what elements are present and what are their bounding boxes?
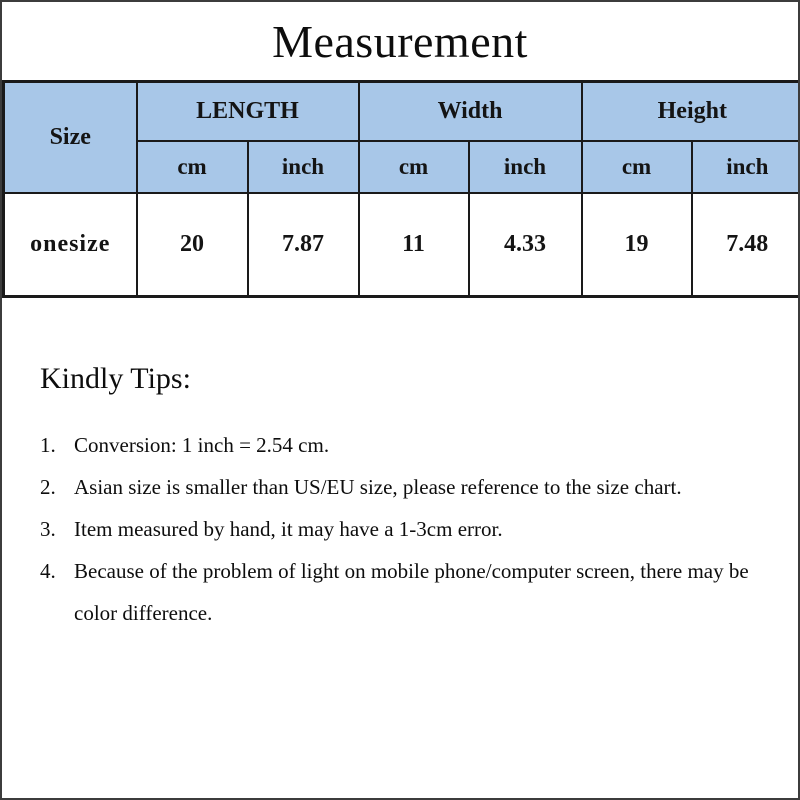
length-cm-value: 20 — [135, 191, 249, 298]
group-header-width: Width — [357, 80, 583, 142]
kindly-tips-section: Kindly Tips: 1. Conversion: 1 inch = 2.5… — [2, 362, 798, 634]
tip-number: 4. — [40, 559, 56, 583]
group-header-length: LENGTH — [135, 80, 360, 142]
height-cm-value: 19 — [580, 191, 693, 298]
height-inch-value: 7.48 — [690, 191, 798, 298]
tip-text: Item measured by hand, it may have a 1-3… — [74, 517, 503, 541]
title-bar: Measurement — [2, 2, 798, 80]
size-header-cell: Size — [2, 80, 138, 194]
tip-item-2: 2. Asian size is smaller than US/EU size… — [40, 466, 770, 508]
height-cm-unit-label: cm — [580, 139, 693, 194]
length-inch-value: 7.87 — [246, 191, 360, 298]
tip-item-1: 1. Conversion: 1 inch = 2.54 cm. — [40, 424, 770, 466]
table-row: onesize 20 7.87 11 4.33 19 7.48 — [2, 191, 798, 298]
group-header-row: Size LENGTH Width Height — [2, 80, 798, 194]
tip-item-3: 3. Item measured by hand, it may have a … — [40, 508, 770, 550]
page-title: Measurement — [272, 15, 528, 67]
width-inch-unit-label: inch — [467, 139, 583, 194]
tip-text: Because of the problem of light on mobil… — [74, 559, 749, 625]
tip-text: Conversion: 1 inch = 2.54 cm. — [74, 433, 330, 457]
tip-number: 3. — [40, 517, 56, 541]
tip-number: 2. — [40, 475, 56, 499]
width-cm-value: 11 — [357, 191, 470, 298]
height-inch-unit-label: inch — [690, 139, 798, 194]
tip-text: Asian size is smaller than US/EU size, p… — [74, 475, 682, 499]
group-header-height: Height — [580, 80, 798, 142]
measurement-table: Size LENGTH Width Height cm inch cm inch… — [2, 80, 798, 298]
tips-list: 1. Conversion: 1 inch = 2.54 cm. 2. Asia… — [40, 424, 770, 634]
length-cm-unit-label: cm — [135, 139, 249, 194]
tips-heading: Kindly Tips: — [40, 362, 191, 395]
length-inch-unit-label: inch — [246, 139, 360, 194]
unit-header-row: cm inch cm inch cm inch — [4, 139, 798, 194]
size-value: onesize — [2, 191, 138, 298]
tip-item-4: 4. Because of the problem of light on mo… — [40, 550, 770, 634]
width-cm-unit-label: cm — [357, 139, 470, 194]
width-inch-value: 4.33 — [467, 191, 583, 298]
tip-number: 1. — [40, 433, 56, 457]
